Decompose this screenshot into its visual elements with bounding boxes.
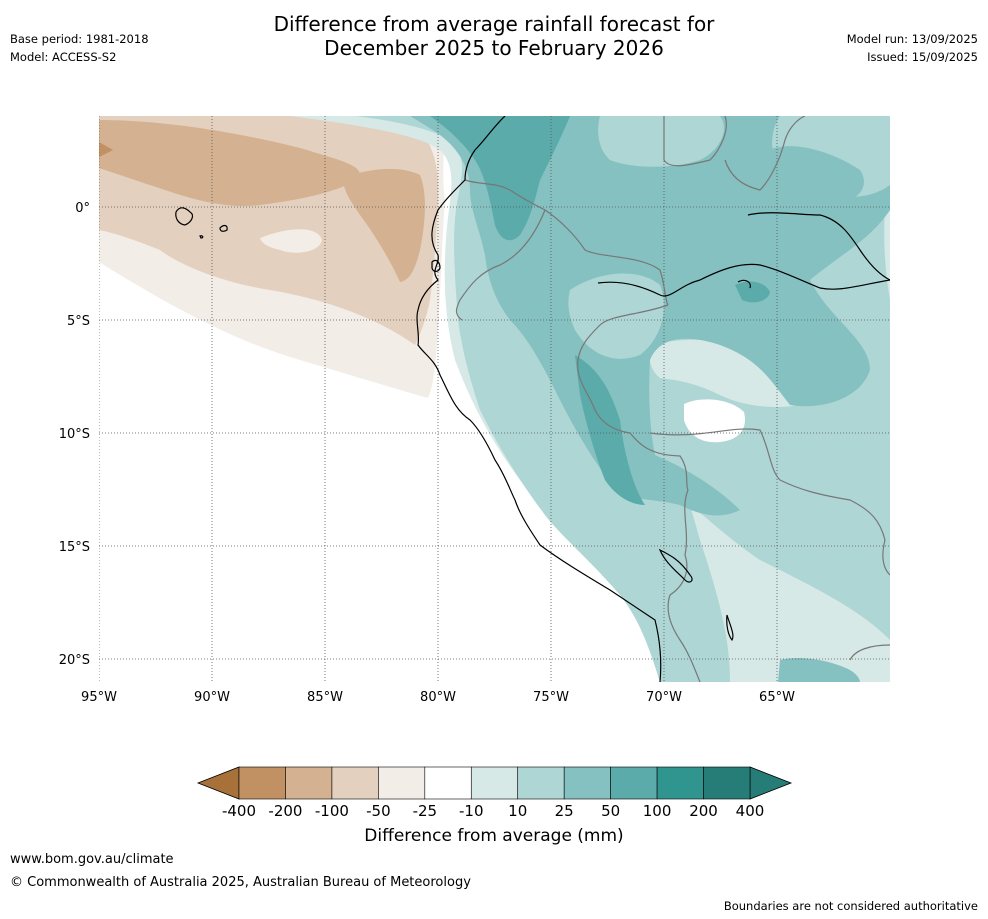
contour-50-east	[690, 264, 812, 362]
lon-label: 90°W	[194, 690, 230, 705]
lon-label: 65°W	[759, 690, 795, 705]
colorbar-cell	[656, 766, 704, 800]
colorbar-cell	[331, 766, 379, 800]
contour-50-ne	[770, 146, 864, 202]
contour-25-north	[598, 116, 724, 167]
gridlines	[99, 116, 890, 682]
colorbar-tick-label: -200	[268, 802, 302, 820]
contour-100-south	[575, 355, 645, 505]
title-line-2: December 2025 to February 2026	[324, 36, 664, 60]
colorbar-tick-label: -100	[315, 802, 349, 820]
colorbar-cell	[703, 766, 751, 800]
country-borders	[455, 116, 890, 682]
colorbar-tick-label: 400	[736, 802, 765, 820]
latitude-labels: 0° 5°S 10°S 15°S 20°S	[59, 201, 90, 668]
colorbar-tick-label: 50	[601, 802, 620, 820]
colorbar-cell	[378, 766, 426, 800]
lon-label: 95°W	[81, 690, 117, 705]
lat-label: 20°S	[59, 653, 90, 668]
lon-label: 70°W	[646, 690, 682, 705]
contour-dry-hole	[260, 229, 322, 253]
colorbar-cell	[470, 766, 519, 800]
colorbar-arrow-high	[749, 766, 793, 800]
meta-left: Base period: 1981-2018 Model: ACCESS-S2	[10, 32, 149, 64]
colorbar-title: Difference from average (mm)	[364, 826, 624, 846]
map-fill-layer	[99, 116, 890, 682]
colorbar-cell	[517, 766, 565, 800]
longitude-labels: 95°W 90°W 85°W 80°W 75°W 70°W 65°W	[81, 690, 795, 705]
footer-url: www.bom.gov.au/climate	[10, 852, 174, 867]
lon-label: 85°W	[307, 690, 343, 705]
footer-copyright: © Commonwealth of Australia 2025, Austra…	[10, 875, 471, 890]
colorbar-tick-label: -10	[459, 802, 484, 820]
lon-label: 75°W	[533, 690, 569, 705]
issued-date: Issued: 15/09/2025	[867, 50, 978, 64]
contour-50-south	[778, 658, 860, 682]
colorbar-cell	[610, 766, 658, 800]
colorbar-cell	[238, 766, 286, 800]
lat-label: 0°	[75, 201, 90, 216]
colorbar-tick-label: -400	[222, 802, 256, 820]
colorbar-tick-label: 200	[689, 802, 718, 820]
colorbar-cell	[563, 766, 611, 800]
model-run: Model run: 13/09/2025	[846, 32, 978, 46]
footer-note: Boundaries are not considered authoritat…	[723, 899, 978, 913]
lat-label: 15°S	[59, 540, 90, 555]
meta-right: Model run: 13/09/2025 Issued: 15/09/2025	[847, 32, 978, 64]
contour-100-north	[430, 116, 570, 241]
colorbar: -400 -200 -100 -50 -25 -10 10 25 50 100 200 400	[196, 766, 793, 820]
colorbar-tick-label: -25	[413, 802, 438, 820]
colorbar-tick-label: 10	[508, 802, 527, 820]
base-period: Base period: 1981-2018	[10, 32, 149, 46]
contour-minus50-west	[99, 120, 360, 206]
colorbar-tick-label: -50	[366, 802, 391, 820]
colorbar-tick-label: 25	[555, 802, 574, 820]
lat-label: 10°S	[59, 427, 90, 442]
title-line-1: Difference from average rainfall forecas…	[273, 12, 715, 36]
contour-100-east	[735, 281, 770, 303]
colorbar-cell	[424, 766, 472, 800]
colorbar-arrow-low	[196, 766, 240, 800]
contour-minus50-east	[343, 168, 425, 282]
lat-label: 5°S	[67, 314, 90, 329]
lon-label: 80°W	[420, 690, 456, 705]
chart-title: Difference from average rainfall forecas…	[0, 12, 988, 60]
contour-25-inner	[568, 273, 664, 359]
colorbar-tick-label: 100	[643, 802, 672, 820]
coastline	[175, 116, 890, 682]
model-name: Model: ACCESS-S2	[10, 50, 117, 64]
contour-wet-hole	[684, 399, 745, 443]
colorbar-cell	[285, 766, 333, 800]
contour-minus100	[99, 142, 113, 157]
